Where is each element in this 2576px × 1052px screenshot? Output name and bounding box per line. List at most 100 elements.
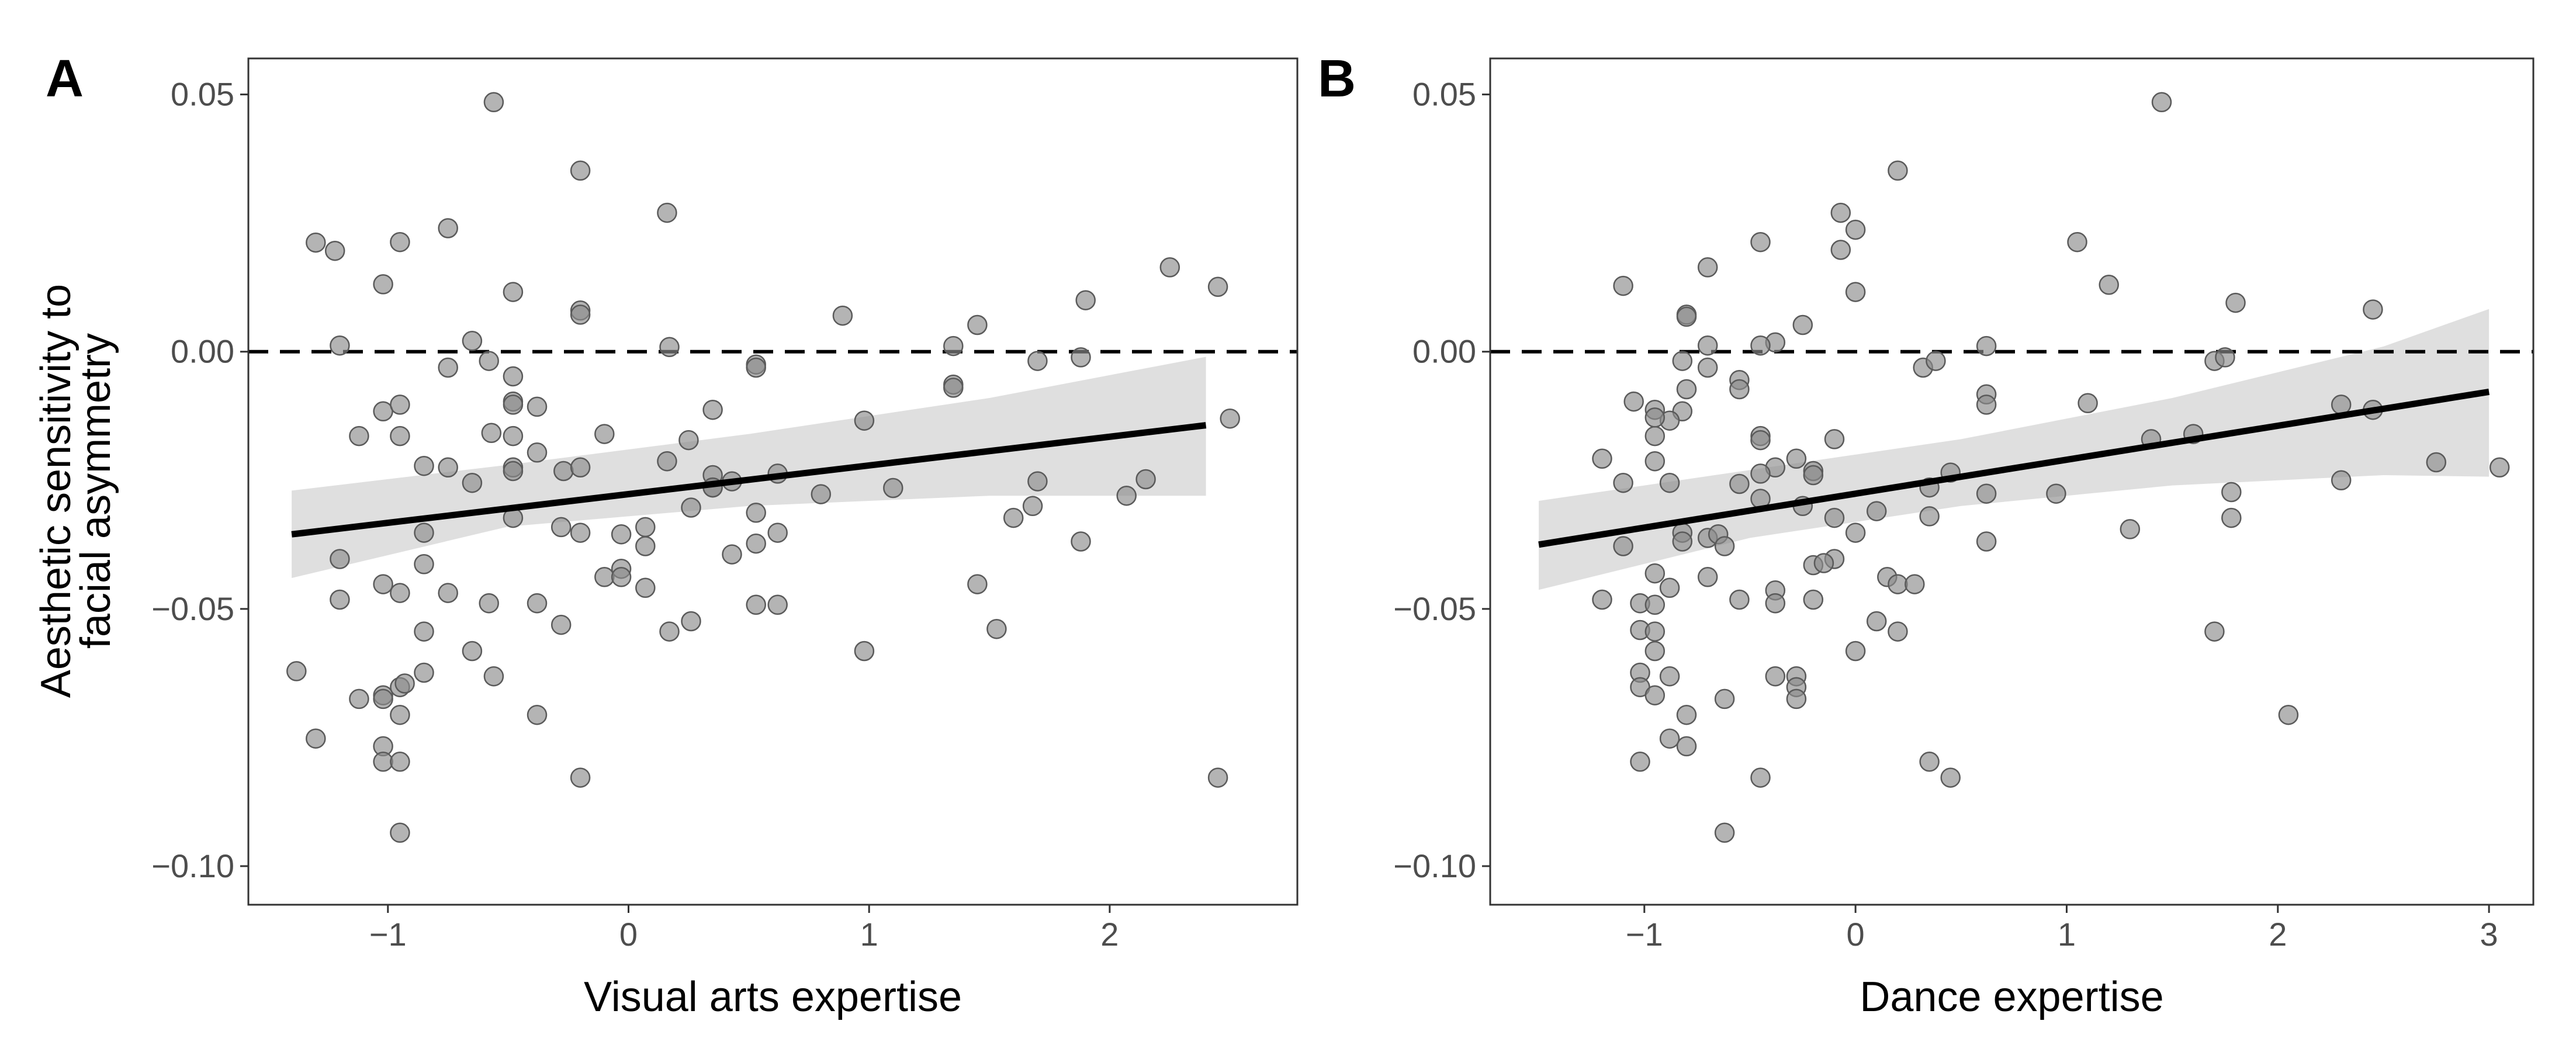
data-point xyxy=(1786,448,1807,469)
data-point xyxy=(1803,465,1824,486)
data-point xyxy=(1919,506,1940,527)
data-point xyxy=(330,335,350,356)
data-point xyxy=(438,218,458,238)
data-point xyxy=(503,394,524,415)
data-point xyxy=(657,202,677,223)
data-point xyxy=(1003,507,1024,528)
panel-b: 0.05 0.00 −0.05 −0.10 −1 0 1 2 3 Dance expertise B xyxy=(1318,50,2535,1020)
data-point xyxy=(1866,501,1887,521)
data-point xyxy=(1644,594,1666,615)
data-point xyxy=(611,524,632,545)
data-point xyxy=(1750,231,1771,252)
panel-letter: B xyxy=(1318,50,1356,108)
data-point xyxy=(1750,767,1771,788)
data-point xyxy=(390,583,410,603)
data-point xyxy=(373,688,393,710)
x-tick-label: −1 xyxy=(369,916,407,953)
data-point xyxy=(1613,275,1633,296)
data-point xyxy=(746,357,766,378)
panel-border xyxy=(1489,57,2535,906)
data-point xyxy=(1976,394,1997,415)
data-point xyxy=(1926,351,1946,371)
data-point xyxy=(306,728,326,749)
data-point xyxy=(1940,767,1961,788)
data-point xyxy=(1830,240,1851,260)
y-tick-label: −0.05 xyxy=(1393,590,1476,627)
data-point xyxy=(1845,219,1866,240)
data-point xyxy=(330,589,350,610)
data-point xyxy=(2331,394,2352,415)
data-point xyxy=(1697,257,1718,278)
data-point xyxy=(883,477,903,499)
data-point xyxy=(414,662,434,683)
data-point xyxy=(2225,292,2246,313)
confidence-band xyxy=(1539,309,2490,590)
data-point xyxy=(2120,519,2141,539)
data-point xyxy=(1022,496,1043,517)
data-point xyxy=(479,351,499,371)
data-point xyxy=(1845,522,1866,543)
data-point xyxy=(1830,202,1851,223)
data-point xyxy=(2215,347,2235,368)
data-point xyxy=(1714,536,1735,556)
data-point xyxy=(1888,160,1908,181)
data-point xyxy=(1976,335,1997,357)
data-point xyxy=(483,92,504,113)
data-point xyxy=(1207,276,1228,297)
data-point xyxy=(390,425,410,447)
panel-letter: A xyxy=(46,50,84,108)
data-point xyxy=(438,357,458,378)
data-point xyxy=(1729,379,1750,400)
data-point xyxy=(1220,408,1240,429)
data-point xyxy=(1765,593,1786,614)
data-point xyxy=(767,522,788,543)
data-point xyxy=(1824,429,1845,449)
data-point xyxy=(527,396,548,417)
data-point xyxy=(1644,451,1666,472)
data-point xyxy=(1905,574,1925,594)
data-point xyxy=(1116,485,1137,506)
data-point xyxy=(854,410,875,431)
data-point xyxy=(1071,347,1091,368)
y-tick-label: −0.10 xyxy=(151,847,234,884)
data-point xyxy=(462,641,483,662)
data-point xyxy=(1644,641,1666,662)
y-tick-label: 0.00 xyxy=(171,333,234,370)
data-point xyxy=(390,394,410,415)
data-point xyxy=(2204,621,2225,642)
data-point xyxy=(681,497,701,518)
x-tick-label: −1 xyxy=(1626,916,1663,953)
data-point xyxy=(527,442,548,463)
data-point xyxy=(1676,306,1697,327)
x-tick-label: 3 xyxy=(2480,916,2498,953)
data-point xyxy=(1672,531,1693,552)
data-point xyxy=(1644,425,1666,447)
data-point xyxy=(373,752,393,772)
data-point xyxy=(1676,736,1697,757)
x-axis-title: Visual arts expertise xyxy=(584,974,962,1020)
data-point xyxy=(1630,752,1650,772)
data-point xyxy=(414,522,434,543)
data-point xyxy=(570,522,591,543)
regression-line xyxy=(1538,388,2490,548)
data-point xyxy=(1672,351,1693,371)
data-point xyxy=(373,574,393,594)
data-point xyxy=(832,305,853,326)
data-point xyxy=(1976,531,1997,552)
data-point xyxy=(1750,463,1771,484)
data-point xyxy=(1750,430,1771,451)
data-point xyxy=(659,337,680,358)
y-tick-label: −0.05 xyxy=(151,590,234,627)
data-point xyxy=(1888,621,1908,642)
data-point xyxy=(1592,448,1612,469)
data-point xyxy=(1644,685,1666,705)
x-tick-label: 0 xyxy=(1847,916,1865,953)
data-point xyxy=(1845,641,1866,662)
panel-border xyxy=(247,57,1299,906)
data-point xyxy=(746,533,766,554)
data-point xyxy=(1786,688,1807,710)
data-point xyxy=(553,461,574,482)
y-tick-label: 0.05 xyxy=(171,76,234,113)
data-point xyxy=(2278,704,2299,725)
